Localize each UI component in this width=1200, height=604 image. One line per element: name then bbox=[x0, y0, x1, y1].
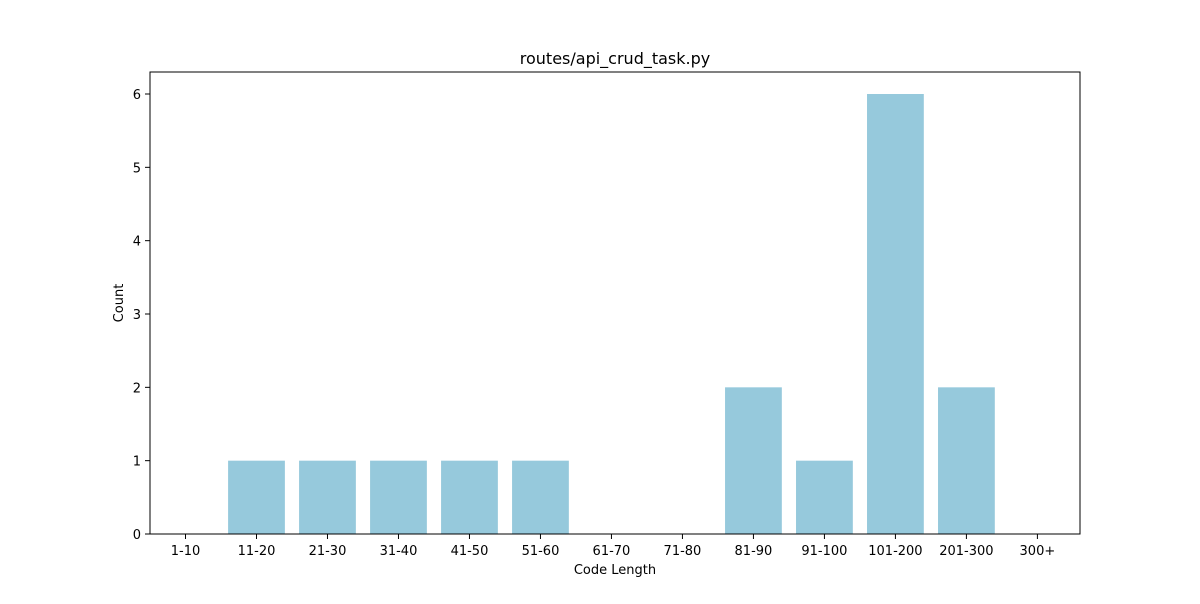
bar-11-20 bbox=[228, 460, 285, 534]
x-tick-label: 21-30 bbox=[309, 544, 347, 559]
x-tick-label: 11-20 bbox=[238, 544, 276, 559]
x-tick-label: 81-90 bbox=[735, 544, 773, 559]
y-axis-label: Count bbox=[112, 284, 127, 323]
plot-frame bbox=[149, 71, 1081, 535]
x-tick-label: 51-60 bbox=[522, 544, 560, 559]
x-axis-label: Code Length bbox=[574, 563, 656, 578]
x-axis: 1-10 11-20 21-30 31-40 41-50 51-60 61-70 71-80 8… bbox=[171, 534, 1056, 559]
x-tick-label: 91-100 bbox=[801, 544, 847, 559]
bar-81-90 bbox=[725, 387, 782, 534]
x-tick-label: 1-10 bbox=[171, 544, 201, 559]
chart-title: routes/api_crud_task.py bbox=[520, 49, 710, 69]
bar-31-40 bbox=[370, 460, 427, 534]
y-tick-label: 4 bbox=[133, 235, 141, 250]
x-tick-label: 101-200 bbox=[868, 544, 922, 559]
y-axis: 0 1 2 3 4 5 6 bbox=[133, 88, 150, 543]
bar-101-200 bbox=[867, 94, 924, 534]
x-tick-label: 300+ bbox=[1020, 544, 1056, 559]
y-tick-label: 3 bbox=[133, 308, 141, 323]
bar-91-100 bbox=[796, 460, 853, 534]
bar-51-60 bbox=[512, 460, 569, 534]
bar-21-30 bbox=[299, 460, 356, 534]
bar-201-300 bbox=[938, 387, 995, 534]
x-tick-label: 41-50 bbox=[451, 544, 489, 559]
x-tick-label: 61-70 bbox=[593, 544, 631, 559]
x-tick-label: 31-40 bbox=[380, 544, 418, 559]
bar-41-50 bbox=[441, 460, 498, 534]
y-tick-label: 1 bbox=[133, 455, 141, 470]
x-tick-label: 71-80 bbox=[664, 544, 702, 559]
x-tick-label: 201-300 bbox=[939, 544, 993, 559]
y-tick-label: 0 bbox=[133, 528, 141, 543]
bars-layer bbox=[228, 94, 995, 534]
y-tick-label: 5 bbox=[133, 161, 141, 176]
y-tick-label: 6 bbox=[133, 88, 141, 103]
y-tick-label: 2 bbox=[133, 381, 141, 396]
